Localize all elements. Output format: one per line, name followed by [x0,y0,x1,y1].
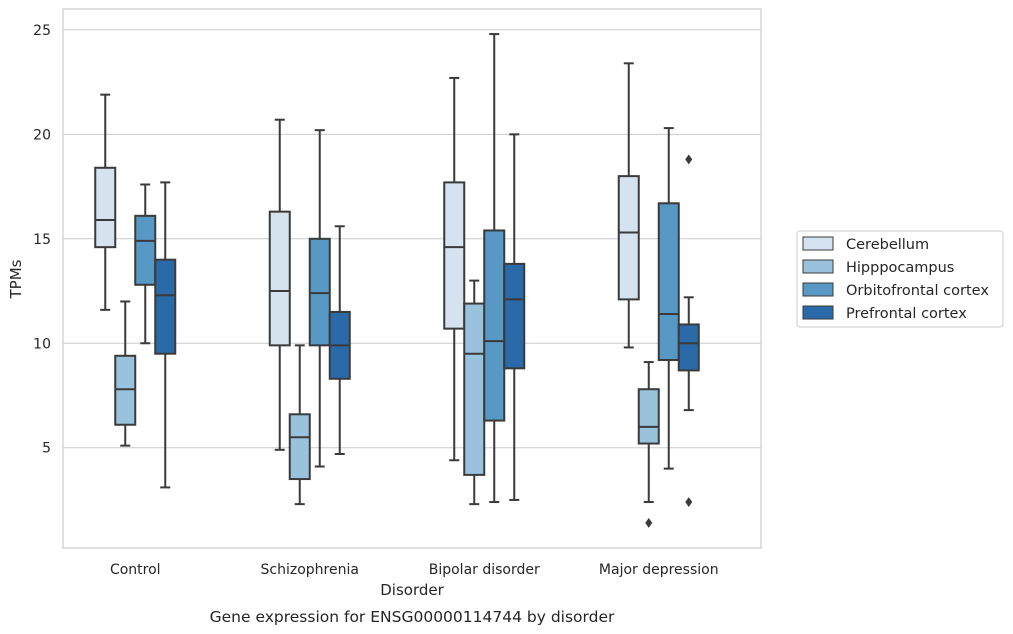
x-axis-label: Disorder [380,581,444,599]
box-iqr [288,413,311,481]
y-tick-label: 10 [33,336,51,352]
box-iqr [154,258,177,355]
box-group [443,76,466,462]
box-group [288,344,311,506]
box-group [94,93,117,311]
box-iqr [134,214,157,286]
box-iqr [114,354,137,426]
legend-swatch [802,259,834,274]
box-group [134,183,157,345]
plot-area-frame [62,8,762,549]
box-group [637,361,660,528]
box-group [154,181,177,489]
box-group [677,154,700,507]
legend-label: Cerebellum [846,237,929,253]
box-iqr [677,323,700,372]
box-iqr [443,181,466,330]
box-iqr [268,210,291,347]
y-tick-label: 25 [33,23,51,39]
box-group [328,225,351,455]
y-tick-label: 5 [42,441,51,457]
box-group [463,279,486,506]
box-group [114,300,137,447]
box-group [268,118,291,451]
box-iqr [308,237,331,347]
box-iqr [637,388,660,445]
legend-label: Hipppocampus [846,260,954,276]
x-tick-label: Control [110,562,161,578]
box-group [503,133,526,501]
box-iqr [94,166,117,249]
chart-caption: Gene expression for ENSG00000114744 by d… [210,608,615,626]
legend-swatch [802,305,834,320]
legend-label: Orbitofrontal cortex [846,283,989,299]
box-group [308,129,331,468]
legend-swatch [802,282,834,297]
box-series [94,33,700,528]
outlier-point [645,518,653,528]
y-tick-label: 15 [33,232,51,248]
x-axis-ticks: Control Schizophrenia Bipolar disorder Majo… [110,562,719,578]
outlier-point [685,154,693,165]
x-tick-label: Bipolar disorder [429,562,540,578]
legend-swatch [802,236,834,251]
legend-label: Prefrontal cortex [846,306,967,322]
legend-frame [796,230,1004,328]
x-tick-label: Major depression [599,562,719,578]
box-group [483,33,506,504]
box-group [657,127,680,470]
legend-items: Cerebellum Hipppocampus Orbitofrontal cort… [802,236,989,322]
box-iqr [617,175,640,301]
legend: Cerebellum Hipppocampus Orbitofrontal cort… [796,230,1004,328]
box-group [617,62,640,349]
y-tick-label: 20 [33,127,51,143]
y-axis-ticks: 5 10 15 20 25 [33,23,51,457]
outlier-point [685,497,693,507]
y-axis-label: TPMs [7,259,25,299]
box-iqr [483,229,506,422]
box-iqr [503,262,526,370]
box-iqr [657,202,680,361]
box-iqr [463,302,486,476]
grid-lines [63,29,761,449]
x-tick-label: Schizophrenia [261,562,359,578]
